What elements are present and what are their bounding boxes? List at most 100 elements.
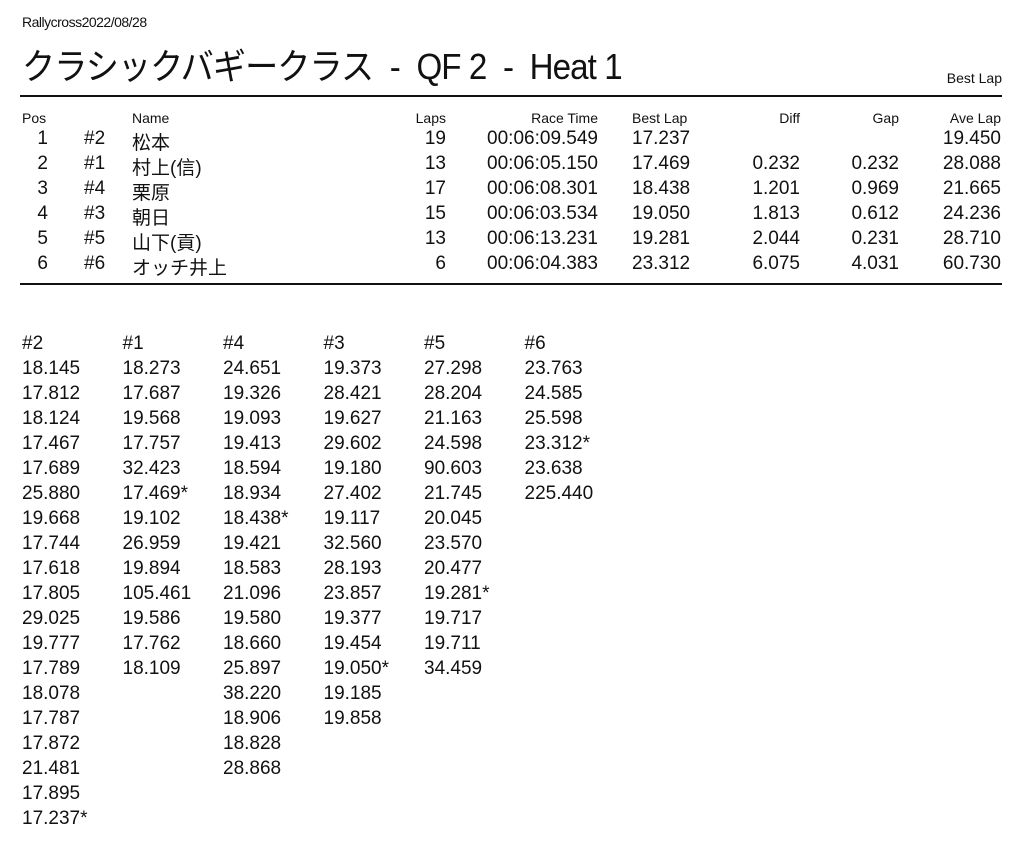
lap-time: 28.193 xyxy=(323,558,382,579)
lap-time: 19.858 xyxy=(323,708,382,729)
lap-time: 17.757 xyxy=(122,433,181,454)
lap-time: 17.467 xyxy=(22,433,81,454)
lap-time: 18.906 xyxy=(223,708,282,729)
lap-time: 18.583 xyxy=(223,558,282,579)
lap-time: 18.124 xyxy=(22,408,81,429)
cell-name: 松本 xyxy=(132,133,171,154)
cell-gap: 0.231 xyxy=(851,228,899,249)
cell-laps: 19 xyxy=(424,128,446,149)
cell-no: #6 xyxy=(84,253,106,274)
cell-best-lap: 19.050 xyxy=(632,203,691,224)
lap-time: 19.373 xyxy=(323,358,382,379)
lap-time: 19.421 xyxy=(223,533,282,554)
cell-name: 山下(貢) xyxy=(132,233,202,254)
lap-time: 18.078 xyxy=(22,683,81,704)
lap-time: 19.894 xyxy=(122,558,181,579)
column-header-pos: Pos xyxy=(22,110,47,126)
lap-time: 20.045 xyxy=(424,508,483,529)
cell-laps: 17 xyxy=(424,178,446,199)
lap-time: 19.668 xyxy=(22,508,81,529)
lap-time: 24.598 xyxy=(424,433,483,454)
lap-time: 17.469* xyxy=(122,483,189,504)
lap-time: 21.745 xyxy=(424,483,483,504)
cell-diff: 0.232 xyxy=(752,153,800,174)
cell-gap: 0.612 xyxy=(851,203,899,224)
lap-time: 17.687 xyxy=(122,383,181,404)
event-name: Rallycross2022/08/28 xyxy=(22,14,147,30)
cell-no: #4 xyxy=(84,178,106,199)
column-header-race-time: Race Time xyxy=(531,110,598,126)
cell-race-time: 00:06:04.383 xyxy=(487,253,598,274)
lap-time: 25.897 xyxy=(223,658,282,679)
lap-time: 18.273 xyxy=(122,358,181,379)
lap-time: 19.580 xyxy=(223,608,282,629)
lap-time: 17.805 xyxy=(22,583,81,604)
cell-pos: 4 xyxy=(37,203,48,224)
lap-time: 20.477 xyxy=(424,558,483,579)
lap-time: 17.618 xyxy=(22,558,81,579)
lap-time: 21.481 xyxy=(22,758,81,779)
lap-time: 21.096 xyxy=(223,583,282,604)
lap-time: 19.326 xyxy=(223,383,282,404)
lap-time: 34.459 xyxy=(424,658,483,679)
lap-time: 26.959 xyxy=(122,533,181,554)
lap-time: 29.025 xyxy=(22,608,81,629)
lap-time: 25.880 xyxy=(22,483,81,504)
lap-time: 17.895 xyxy=(22,783,81,804)
cell-diff: 1.813 xyxy=(752,203,800,224)
header-divider xyxy=(20,95,1002,97)
lap-column-car-number: #5 xyxy=(424,333,446,354)
lap-column-car-number: #1 xyxy=(122,333,144,354)
lap-time: 28.204 xyxy=(424,383,483,404)
lap-time: 23.312* xyxy=(524,433,591,454)
lap-time: 17.812 xyxy=(22,383,81,404)
cell-name: 朝日 xyxy=(132,208,171,229)
cell-no: #5 xyxy=(84,228,106,249)
cell-name: オッチ井上 xyxy=(132,258,228,279)
lap-time: 24.651 xyxy=(223,358,282,379)
lap-time: 28.868 xyxy=(223,758,282,779)
column-header-name: Name xyxy=(132,110,170,126)
lap-time: 18.109 xyxy=(122,658,181,679)
cell-gap: 0.232 xyxy=(851,153,899,174)
lap-time: 19.454 xyxy=(323,633,382,654)
cell-no: #1 xyxy=(84,153,106,174)
lap-time: 21.163 xyxy=(424,408,483,429)
lap-time: 32.560 xyxy=(323,533,382,554)
lap-time: 24.585 xyxy=(524,383,583,404)
page-title: クラシックバギークラス - QF 2 - Heat 1 xyxy=(22,46,623,87)
results-divider xyxy=(20,283,1002,285)
lap-time: 19.281* xyxy=(424,583,490,604)
cell-race-time: 00:06:03.534 xyxy=(487,203,598,224)
lap-time: 18.145 xyxy=(22,358,81,379)
column-header-best-lap: Best Lap xyxy=(632,110,688,126)
cell-name: 栗原 xyxy=(132,183,171,204)
lap-time: 17.789 xyxy=(22,658,81,679)
lap-time: 19.093 xyxy=(223,408,282,429)
cell-pos: 2 xyxy=(37,153,48,174)
cell-gap: 4.031 xyxy=(851,253,899,274)
column-header-laps: Laps xyxy=(415,110,446,126)
cell-laps: 15 xyxy=(424,203,446,224)
lap-time: 19.627 xyxy=(323,408,382,429)
lap-time: 23.570 xyxy=(424,533,483,554)
lap-time: 28.421 xyxy=(323,383,382,404)
cell-laps: 13 xyxy=(424,228,446,249)
cell-pos: 3 xyxy=(37,178,48,199)
lap-time: 32.423 xyxy=(122,458,181,479)
report-type: Best Lap xyxy=(946,70,1002,86)
lap-time: 23.638 xyxy=(524,458,583,479)
lap-time: 19.102 xyxy=(122,508,181,529)
lap-column-car-number: #6 xyxy=(524,333,546,354)
cell-race-time: 00:06:08.301 xyxy=(487,178,598,199)
lap-time: 105.461 xyxy=(122,583,192,604)
lap-time: 27.298 xyxy=(424,358,483,379)
lap-time: 17.872 xyxy=(22,733,81,754)
lap-column-car-number: #3 xyxy=(323,333,345,354)
lap-time: 19.117 xyxy=(323,508,381,529)
lap-time: 27.402 xyxy=(323,483,382,504)
cell-ave-lap: 24.236 xyxy=(942,203,1001,224)
cell-pos: 1 xyxy=(37,128,48,149)
cell-diff: 2.044 xyxy=(752,228,800,249)
lap-time: 18.594 xyxy=(223,458,282,479)
